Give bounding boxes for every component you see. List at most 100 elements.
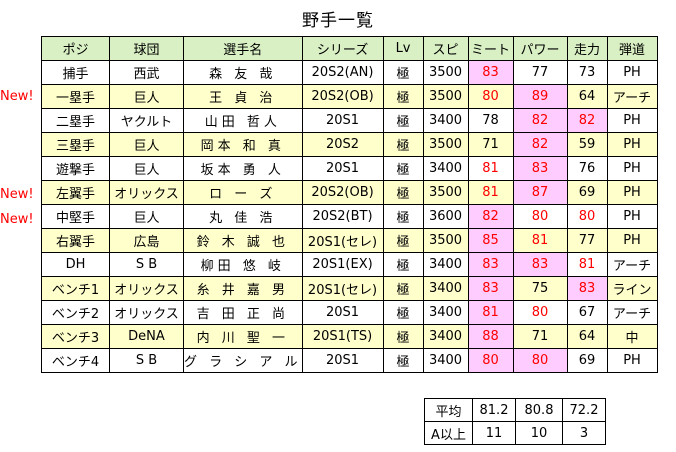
name-cell: 山田 哲人 (183, 108, 303, 133)
team-cell: 巨人 (109, 132, 184, 157)
spi-cell: 3400 (422, 276, 469, 301)
name-cell: 糸 井 嘉 男 (183, 276, 303, 301)
stats-average-label: 平均 (424, 398, 473, 422)
meet-cell: 88 (467, 324, 514, 349)
position-cell: ベンチ4 (41, 348, 110, 373)
series-cell: 20S2 (301, 132, 384, 157)
header-spi: スピ (422, 36, 469, 61)
trajectory-cell: アーチ (606, 300, 658, 325)
trajectory-cell: PH (606, 132, 658, 157)
team-cell: オリックス (109, 300, 184, 325)
trajectory-cell: ライン (606, 276, 658, 301)
table-row: ベンチ1 オリックス糸 井 嘉 男 20S1(セレ) 極 3400 83 75 83 ライン (41, 276, 658, 301)
position-cell: 右翼手 (41, 228, 110, 253)
series-cell: 20S1(セレ) (301, 228, 384, 253)
spi-cell: 3600 (422, 204, 469, 229)
series-cell: 20S1(セレ) (301, 276, 384, 301)
power-cell: 71 (512, 324, 568, 349)
name-cell: 吉 田 正 尚 (183, 300, 303, 325)
speed-cell: 81 (566, 252, 608, 277)
table-row: 一塁手 巨人王 貞 治 20S2(OB) 極 3500 80 89 64 アーチ (41, 84, 658, 109)
meet-cell: 71 (467, 132, 514, 157)
position-cell: 左翼手 (41, 180, 110, 205)
series-cell: 20S1 (301, 348, 384, 373)
stats-a-count-speed: 3 (562, 421, 606, 445)
meet-cell: 83 (467, 276, 514, 301)
table-row: 捕手 西武森 友 哉 20S2(AN) 極 3500 83 77 73 PH (41, 60, 658, 85)
series-cell: 20S2(OB) (301, 180, 384, 205)
speed-cell: 59 (566, 132, 608, 157)
trajectory-cell: PH (606, 180, 658, 205)
power-cell: 83 (512, 252, 568, 277)
team-cell: 巨人 (109, 84, 184, 109)
team-cell: 巨人 (109, 156, 184, 181)
stats-a-count-power: 10 (515, 421, 563, 445)
table-row: 三塁手 巨人 岡本 和 真 20S2 極 3500 71 82 59 PH (41, 132, 658, 157)
speed-cell: 73 (566, 60, 608, 85)
spi-cell: 3400 (422, 324, 469, 349)
level-cell: 極 (382, 132, 424, 157)
table-row: DH S B 柳田 悠 岐 20S1(EX) 極 3400 83 83 81 アーチ (41, 252, 658, 277)
team-cell: オリックス (109, 180, 184, 205)
speed-cell: 80 (566, 204, 608, 229)
position-cell: DH (41, 252, 110, 277)
spi-cell: 3500 (422, 180, 469, 205)
name-cell: 坂本 勇 人 (183, 156, 303, 181)
header-lv: Lv (382, 36, 424, 61)
table-row: 右翼手 広島鈴 木 誠 也 20S1(セレ) 極 3500 85 81 77 PH (41, 228, 658, 253)
name-cell: 森 友 哉 (183, 60, 303, 85)
name-cell: 柳田 悠 岐 (183, 252, 303, 277)
position-cell: 遊撃手 (41, 156, 110, 181)
team-cell: オリックス (109, 276, 184, 301)
speed-cell: 69 (566, 348, 608, 373)
power-cell: 82 (512, 108, 568, 133)
stats-a-count-meet: 11 (472, 421, 516, 445)
team-cell: DeNA (109, 324, 184, 349)
series-cell: 20S1(EX) (301, 252, 384, 277)
header-series: シリーズ (301, 36, 384, 61)
series-cell: 20S1(TS) (301, 324, 384, 349)
name-cell: 王 貞 治 (183, 84, 303, 109)
meet-cell: 81 (467, 300, 514, 325)
header-name: 選手名 (183, 36, 303, 61)
power-cell: 87 (512, 180, 568, 205)
stats-table: 平均 81.2 80.8 72.2 A以上 11 10 3 (424, 398, 606, 445)
meet-cell: 81 (467, 180, 514, 205)
power-cell: 77 (512, 60, 568, 85)
name-cell: 丸 佳 浩 (183, 204, 303, 229)
position-cell: 中堅手 (41, 204, 110, 229)
stats-a-count-row: A以上 11 10 3 (424, 421, 606, 445)
spi-cell: 3500 (422, 228, 469, 253)
table-row: 左翼手 オリックスロ ー ズ 20S2(OB) 極 3500 81 87 69 PH (41, 180, 658, 205)
team-cell: ヤクルト (109, 108, 184, 133)
meet-cell: 83 (467, 60, 514, 85)
team-cell: S B (109, 348, 184, 373)
spi-cell: 3500 (422, 60, 469, 85)
speed-cell: 64 (566, 84, 608, 109)
meet-cell: 80 (467, 348, 514, 373)
stats-a-count-label: A以上 (424, 421, 473, 445)
table-row: 遊撃手 巨人 坂本 勇 人 20S1 極 3400 81 83 76 PH (41, 156, 658, 181)
name-cell: 内 川 聖 一 (183, 324, 303, 349)
power-cell: 81 (512, 228, 568, 253)
spi-cell: 3400 (422, 156, 469, 181)
spi-cell: 3400 (422, 300, 469, 325)
speed-cell: 67 (566, 300, 608, 325)
power-cell: 80 (512, 204, 568, 229)
header-power: パワー (512, 36, 568, 61)
level-cell: 極 (382, 108, 424, 133)
player-table: ポジ 球団 選手名 シリーズ Lv スピ ミート パワー 走力 弾道 捕手 西武森… (41, 36, 658, 373)
stats-average-meet: 81.2 (472, 398, 516, 422)
speed-cell: 76 (566, 156, 608, 181)
trajectory-cell: アーチ (606, 84, 658, 109)
series-cell: 20S2(OB) (301, 84, 384, 109)
spi-cell: 3400 (422, 348, 469, 373)
speed-cell: 69 (566, 180, 608, 205)
meet-cell: 80 (467, 84, 514, 109)
spi-cell: 3400 (422, 252, 469, 277)
position-cell: 三塁手 (41, 132, 110, 157)
trajectory-cell: PH (606, 156, 658, 181)
level-cell: 極 (382, 204, 424, 229)
level-cell: 極 (382, 300, 424, 325)
